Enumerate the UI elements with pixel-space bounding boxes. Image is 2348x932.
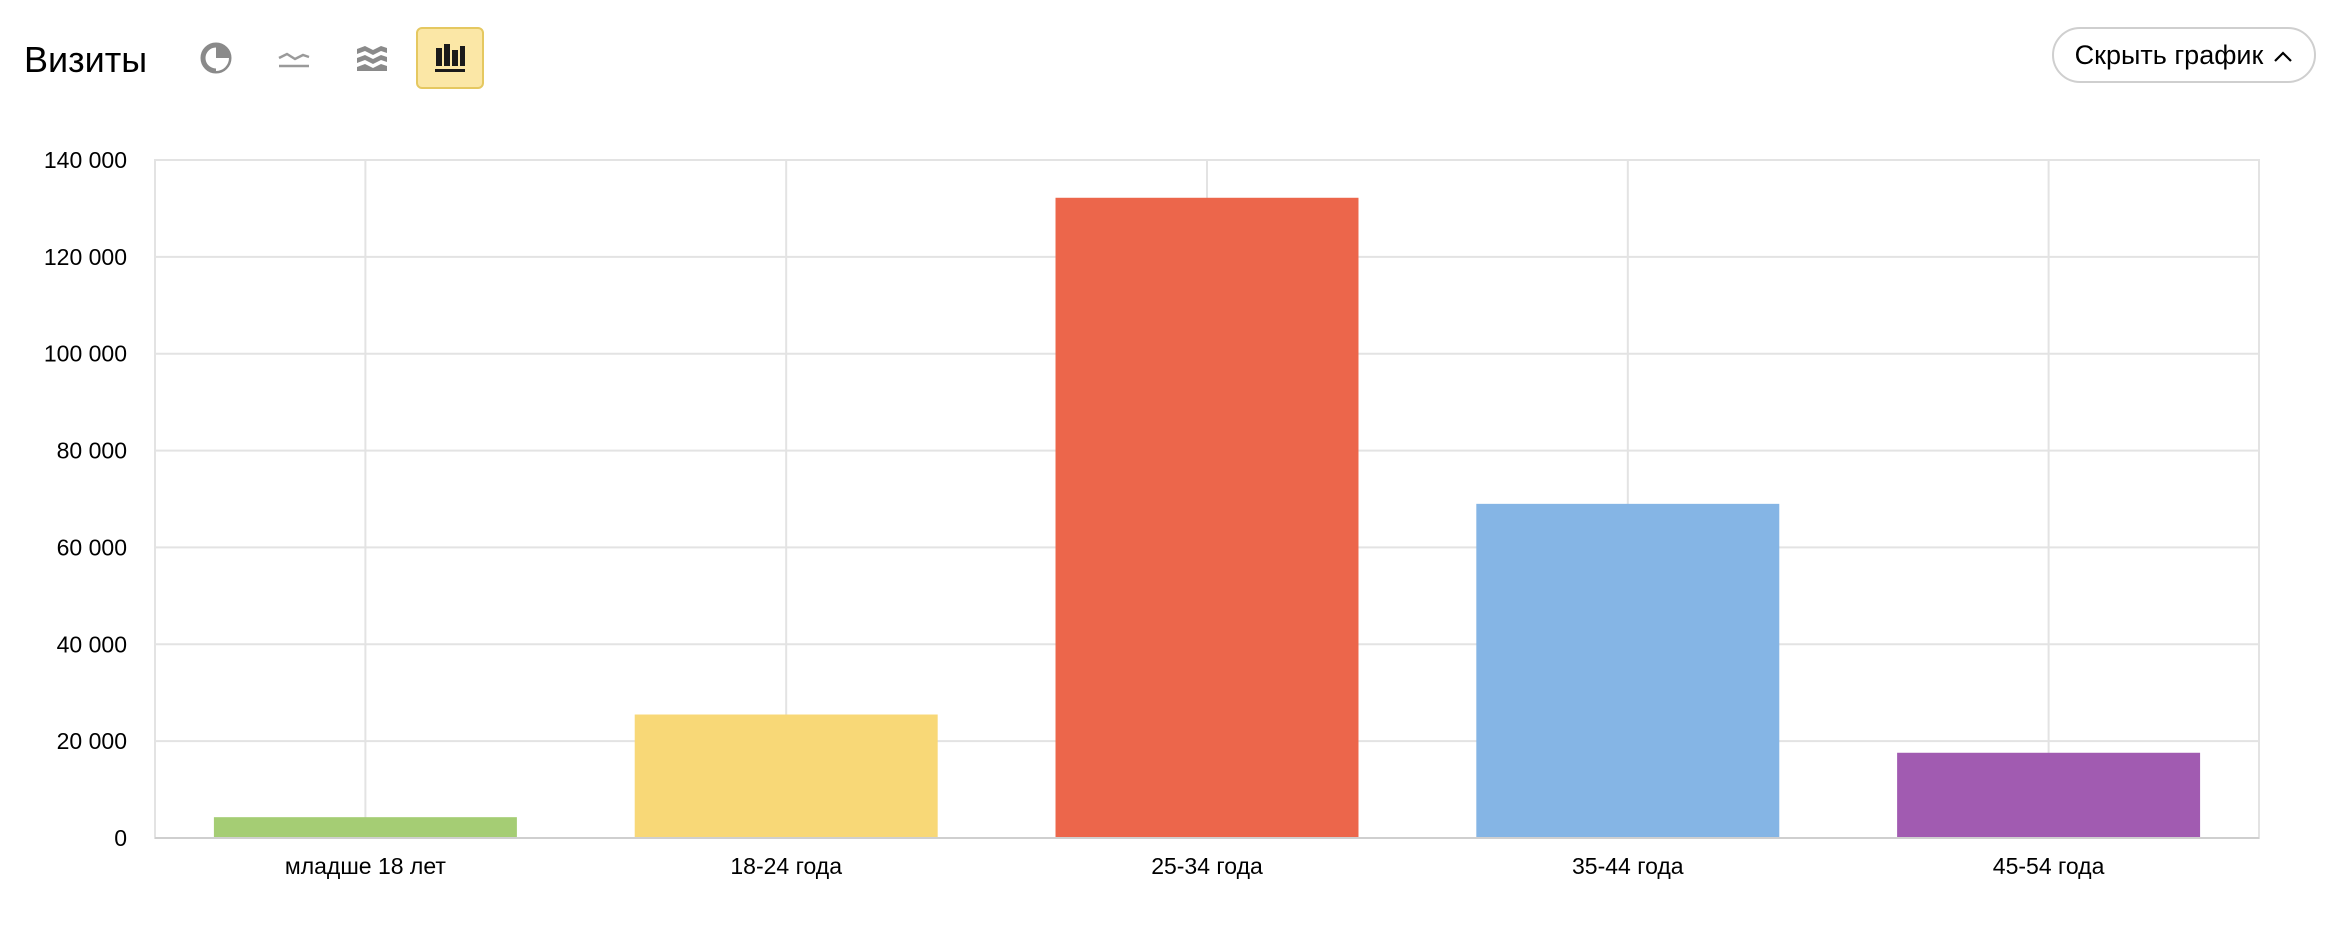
y-tick-label: 80 000	[57, 438, 127, 464]
chart-title: Визиты	[24, 39, 148, 80]
bar-4	[1476, 503, 1780, 838]
x-tick-label: 18-24 года	[730, 853, 842, 879]
bar-2	[634, 714, 938, 838]
y-tick-label: 60 000	[57, 534, 127, 560]
chart-header: Визиты	[0, 0, 2348, 120]
line-chart-view-button[interactable]	[260, 27, 328, 89]
y-tick-label: 120 000	[44, 244, 127, 270]
pie-chart-view-button[interactable]	[182, 27, 250, 89]
x-tick-label: 35-44 года	[1572, 853, 1684, 879]
y-tick-label: 100 000	[44, 341, 127, 367]
y-tick-label: 0	[114, 825, 127, 851]
hide-chart-button[interactable]: Скрыть график	[2052, 27, 2316, 83]
bar-5	[1897, 752, 2201, 838]
bar-chart-icon	[433, 42, 467, 74]
area-chart-view-button[interactable]	[338, 27, 406, 89]
y-tick-label: 140 000	[44, 147, 127, 173]
chevron-up-icon	[2273, 40, 2293, 71]
hide-chart-label: Скрыть график	[2074, 39, 2264, 70]
bar-3	[1055, 197, 1359, 838]
bar-1	[213, 817, 517, 838]
bar-chart: 0 20 000 40 000 60 000 80 000 100 000 120 000 1…	[44, 147, 2260, 879]
x-tick-label: 25-34 года	[1151, 853, 1263, 879]
pie-chart-icon	[200, 42, 232, 74]
y-tick-label: 20 000	[57, 728, 127, 754]
x-tick-label: младше 18 лет	[285, 853, 446, 879]
y-tick-label: 40 000	[57, 631, 127, 657]
x-tick-label: 45-54 года	[1993, 853, 2105, 879]
area-chart-icon	[355, 42, 389, 74]
line-chart-icon	[277, 44, 311, 72]
bar-chart-view-button[interactable]	[416, 27, 484, 89]
